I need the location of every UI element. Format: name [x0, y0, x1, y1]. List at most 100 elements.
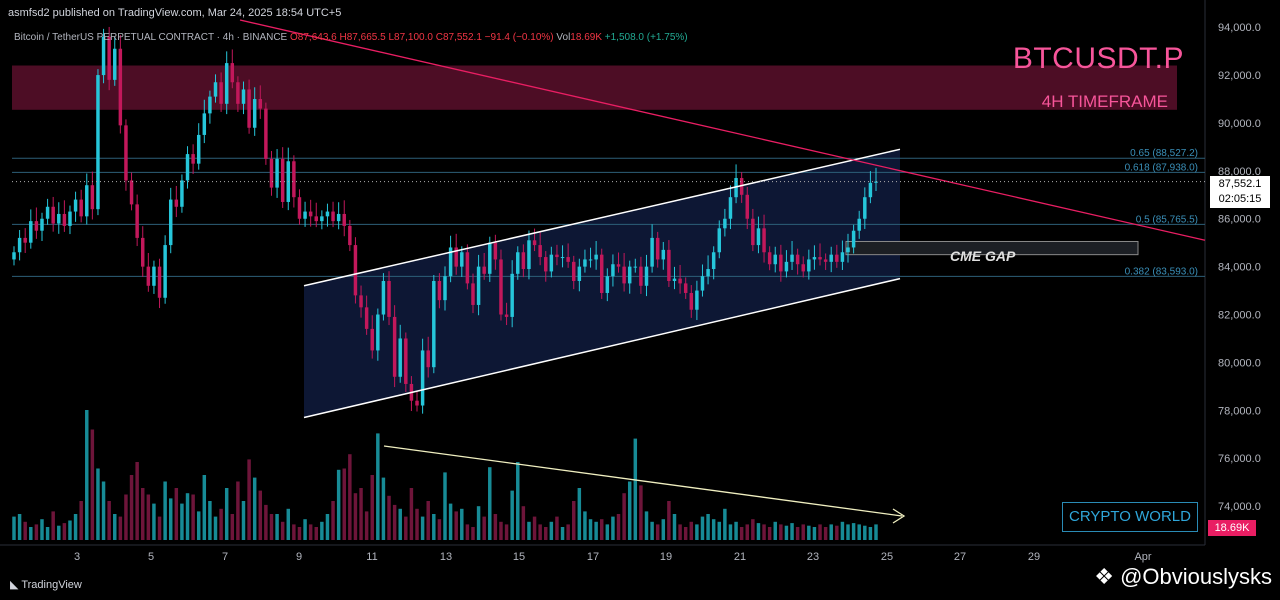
volume-bar	[191, 494, 195, 540]
volume-bar	[767, 527, 772, 540]
candle-body	[683, 283, 688, 293]
volume-bar	[29, 527, 33, 540]
candle-body	[129, 180, 134, 205]
volume-bar	[745, 524, 749, 540]
price-tick-label: 76,000.0	[1218, 453, 1261, 465]
candle-body	[599, 254, 604, 293]
candle-body	[532, 240, 537, 246]
symbol-legend: Bitcoin / TetherUS PERPETUAL CONTRACT · …	[14, 32, 688, 43]
candle-body	[678, 278, 682, 284]
candle-body	[331, 211, 335, 222]
candle-body	[493, 242, 498, 260]
candle-body	[297, 197, 302, 219]
candle-body	[34, 221, 39, 231]
candle-body	[202, 113, 207, 135]
volume-bar	[325, 514, 330, 540]
candle-body	[57, 213, 61, 224]
volume-bar	[118, 516, 123, 540]
candle-body	[460, 252, 464, 267]
volume-bar	[555, 516, 559, 540]
volume-bar	[728, 524, 733, 540]
time-tick-label: 9	[296, 551, 302, 563]
candle-body	[79, 199, 83, 217]
time-tick-label: 23	[807, 551, 819, 563]
volume-bar	[303, 519, 307, 540]
time-tick-label: 11	[366, 551, 377, 563]
volume-bar	[247, 459, 251, 540]
candle-body	[62, 213, 67, 226]
volume-bar	[650, 521, 654, 540]
candle-body	[611, 264, 615, 277]
volume-bar	[258, 490, 263, 540]
volume-bar	[532, 516, 537, 540]
volume-bar	[376, 433, 380, 540]
volume-bar	[807, 525, 811, 540]
candle-body	[605, 276, 610, 293]
volume-bar	[17, 514, 22, 540]
time-tick-label: 27	[954, 551, 966, 563]
fib-level-label: 0.382 (83,593.0)	[1125, 266, 1198, 277]
volume-bar	[236, 481, 240, 540]
volume-bar	[695, 524, 699, 540]
channel-upper-line	[303, 148, 901, 287]
volume-tag: 18.69K	[1208, 520, 1256, 536]
volume-bar	[723, 508, 727, 540]
candle-body	[404, 338, 408, 384]
symbol-name[interactable]: Bitcoin / TetherUS PERPETUAL CONTRACT · …	[14, 32, 288, 43]
volume-bar	[409, 488, 414, 540]
volume-bar	[286, 508, 291, 540]
candle-body	[779, 254, 783, 272]
candle-body	[566, 257, 570, 262]
volume-bar	[678, 524, 682, 540]
candle-body	[124, 125, 128, 181]
candle-body	[230, 63, 235, 83]
candle-body	[572, 261, 576, 281]
candle-body	[387, 281, 391, 317]
volume-bar	[241, 501, 246, 540]
volume-bar	[34, 524, 39, 540]
volume-bar	[488, 467, 492, 540]
volume-bar	[292, 524, 296, 540]
candle-body	[711, 252, 716, 270]
candle-body	[364, 307, 369, 329]
volume-bar	[527, 521, 531, 540]
fib-level-label: 0.65 (88,527.2)	[1130, 148, 1198, 159]
volume-bar	[538, 524, 542, 540]
candle-body	[381, 281, 386, 315]
candle-countdown: 02:05:15	[1218, 193, 1262, 205]
volume-bar	[308, 524, 313, 540]
candle-body	[622, 266, 626, 284]
volume-bar	[180, 503, 184, 540]
volume-bar	[549, 521, 554, 540]
price-tick-label: 90,000.0	[1218, 118, 1261, 130]
candle-body	[219, 82, 223, 104]
volume-bar	[404, 516, 408, 540]
volume-bar	[868, 527, 873, 540]
volume-bar	[392, 504, 397, 540]
candle-body	[157, 266, 162, 298]
volume-bar	[297, 527, 302, 540]
tradingview-logo[interactable]: ◣ TradingView	[10, 578, 82, 591]
volume-bar	[801, 524, 805, 540]
volume-label: Vol	[556, 32, 571, 43]
candle-body	[280, 158, 285, 202]
resistance-zone	[12, 65, 1177, 110]
volume-bar	[560, 527, 565, 540]
candle-body	[829, 254, 833, 262]
volume-bar	[224, 488, 229, 540]
volume-bar	[499, 521, 503, 540]
channel-lower-line	[303, 277, 901, 419]
candle-body	[398, 338, 402, 377]
candle-body	[516, 252, 520, 274]
candle-body	[325, 211, 330, 217]
volume-bar	[700, 516, 705, 540]
candle-body	[51, 206, 55, 224]
volume-bar	[353, 493, 358, 540]
candle-body	[549, 254, 554, 272]
volume-bar	[795, 527, 800, 540]
time-tick-label: 21	[734, 551, 746, 563]
volume-bar	[544, 527, 548, 540]
volume-bar	[711, 519, 716, 540]
volume-bar	[706, 514, 710, 540]
